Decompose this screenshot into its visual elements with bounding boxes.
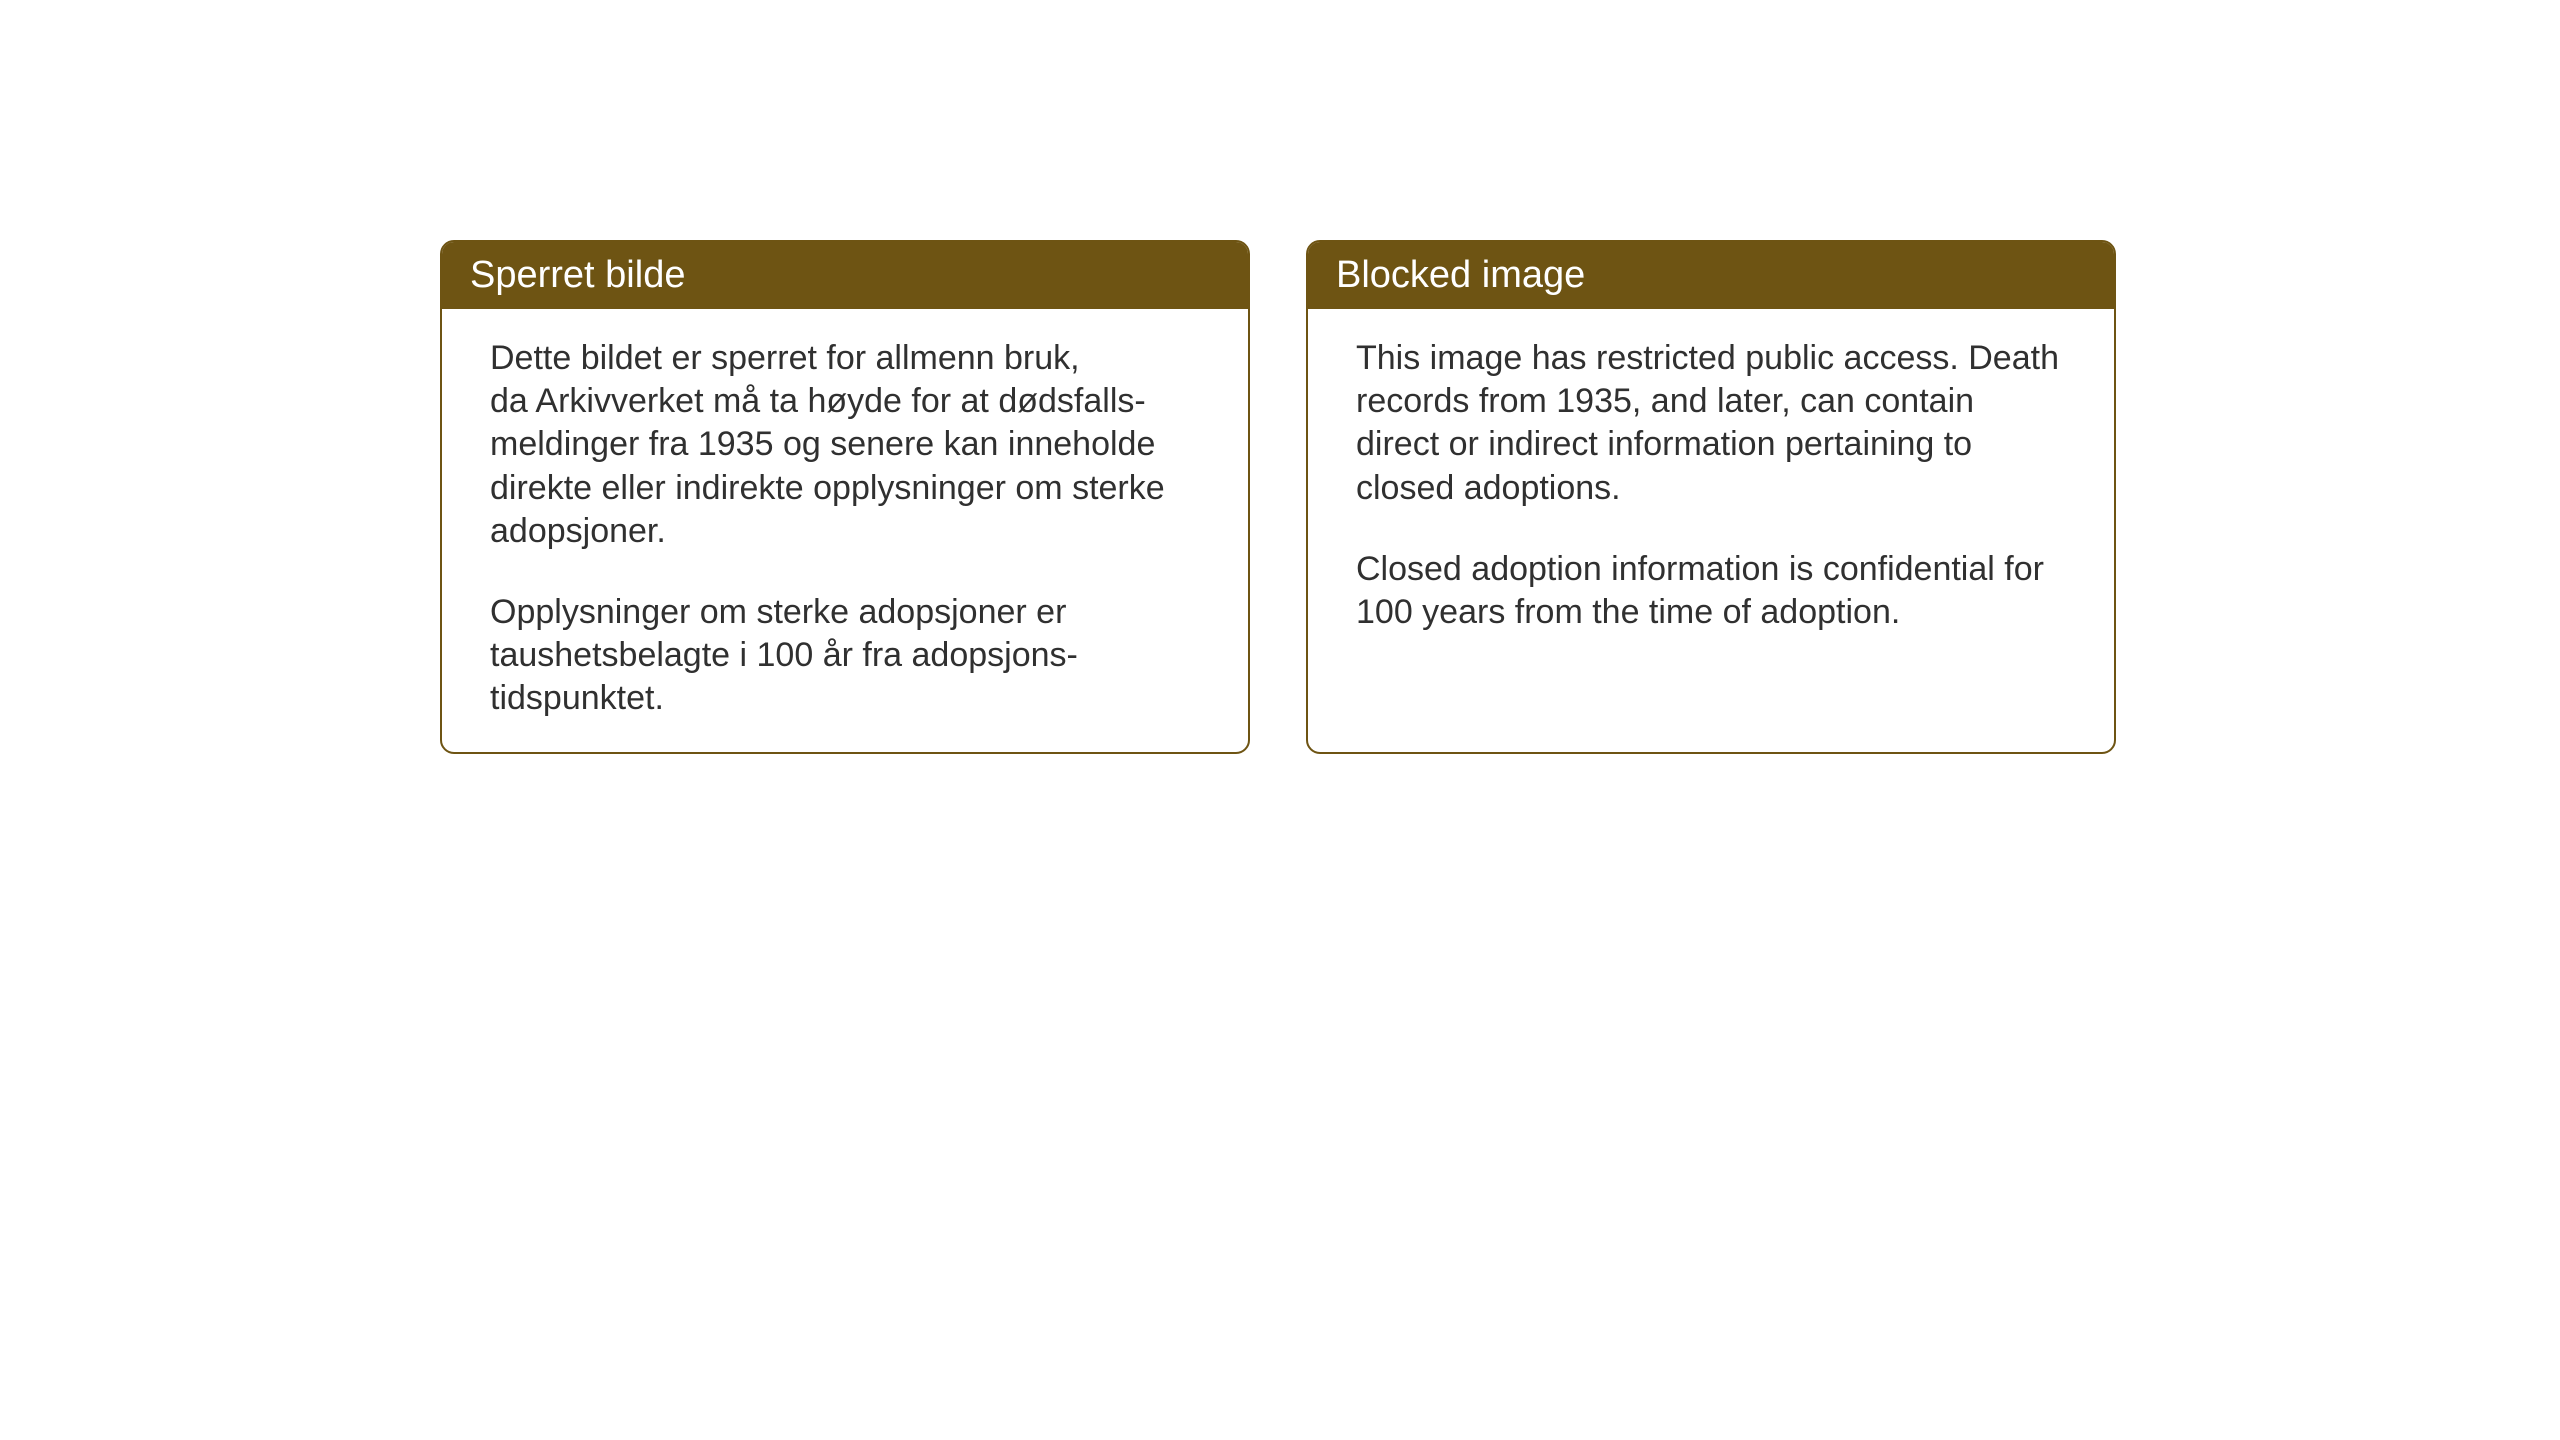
- norwegian-card-body: Dette bildet er sperret for allmenn bruk…: [442, 309, 1248, 752]
- english-card-body: This image has restricted public access.…: [1308, 309, 2114, 751]
- norwegian-card: Sperret bilde Dette bildet er sperret fo…: [440, 240, 1250, 754]
- english-card-header: Blocked image: [1308, 242, 2114, 309]
- english-card-title: Blocked image: [1336, 254, 1585, 296]
- english-card: Blocked image This image has restricted …: [1306, 240, 2116, 754]
- english-paragraph-1: This image has restricted public access.…: [1356, 337, 2066, 510]
- norwegian-card-title: Sperret bilde: [470, 254, 685, 296]
- norwegian-card-header: Sperret bilde: [442, 242, 1248, 309]
- norwegian-paragraph-1: Dette bildet er sperret for allmenn bruk…: [490, 337, 1200, 553]
- english-paragraph-2: Closed adoption information is confident…: [1356, 548, 2066, 634]
- norwegian-paragraph-2: Opplysninger om sterke adopsjoner er tau…: [490, 591, 1200, 721]
- cards-container: Sperret bilde Dette bildet er sperret fo…: [440, 240, 2116, 754]
